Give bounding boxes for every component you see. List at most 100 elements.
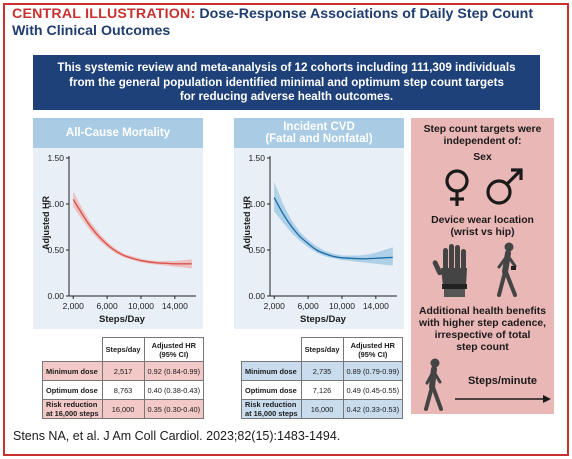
mortality-panel-title: All-Cause Mortality [33,118,203,148]
row-hr: 0.40 (0.38-0.43) [143,380,205,400]
benefit-heading: Additional health benefits with higher s… [411,306,554,354]
row-steps: 7,126 [300,380,344,400]
y-tick-label: 0.00 [248,291,265,301]
y-tick-label: 0.50 [47,245,64,255]
cvd-panel-title: Incident CVD (Fatal and Nonfatal) [234,118,404,148]
citation: Stens NA, et al. J Am Coll Cardiol. 2023… [13,429,341,443]
x-tick-label: 6,000 [96,301,118,311]
device-icons [432,242,517,297]
row-label-line2: at 16,000 steps [245,409,298,418]
cvd-chart: 0.00 0.50 1.00 1.50 2,000 6,000 10,000 14,000 [248,153,397,311]
y-tick-label: 1.00 [248,199,265,209]
title-rest: Dose-Response Associations of Daily Step… [195,6,534,22]
row-label: Minimum dose [42,361,103,381]
device-line2: (wrist vs hip) [450,227,515,238]
y-tick-label: 0.00 [47,291,64,301]
table-row: Risk reduction at 16,000 steps 16,000 0.4… [241,399,404,419]
y-tick-label: 1.50 [248,153,265,163]
row-hr: 0.89 (0.79-0.99) [342,361,404,381]
cvd-title-line1: Incident CVD [283,121,355,133]
walking-person-icon [424,358,443,411]
row-steps: 16,000 [101,399,145,419]
heading-line2: independent of: [443,136,522,147]
row-hr: 0.35 (0.30-0.40) [143,399,205,419]
x-tick-label: 2,000 [63,301,85,311]
cadence-label: Steps/minute [467,375,538,387]
y-tick-label: 0.50 [248,245,265,255]
sex-label: Sex [473,152,492,163]
female-symbol-icon [445,169,469,206]
benefit-line2: with higher step cadence, [418,318,547,329]
arrow-right-icon [455,395,551,403]
mortality-title-text: All-Cause Mortality [65,127,171,139]
row-label-line1: Risk reduction [46,400,98,409]
confidence-band [73,191,192,269]
mortality-ylabel: Adjusted HR [41,196,51,250]
row-label: Minimum dose [241,361,302,381]
walking-person-icon [497,242,517,297]
table-row: Optimum dose 8,763 0.40 (0.38-0.43) [42,380,205,400]
independence-heading: Step count targets were independent of: [411,124,554,148]
dose-response-line [72,199,192,265]
row-steps: 2,735 [300,361,344,381]
row-hr: 0.42 (0.33-0.53) [342,399,404,419]
confidence-band [274,181,393,266]
title-lead: CENTRAL ILLUSTRATION: [12,6,196,22]
benefit-line3: irrespective of total [434,330,531,341]
row-label: Optimum dose [42,380,103,400]
mortality-xlabel: Steps/Day [99,314,145,325]
hand-icon [432,244,467,297]
cvd-xlabel: Steps/Day [300,314,346,325]
benefit-line4: step count [456,342,509,353]
x-tick-label: 10,000 [329,301,355,311]
y-tick-label: 1.50 [47,153,64,163]
table-header-hr: Adjusted HR (95% CI) [143,337,205,362]
device-heading: Device wear location (wrist vs hip) [411,215,554,239]
row-label: Risk reduction at 16,000 steps [42,399,103,419]
cvd-chart-panel: 0.00 0.50 1.00 1.50 2,000 6,000 10,000 14,000 A… [234,148,404,329]
banner-line1: This systemic review and meta-analysis o… [57,61,516,74]
row-steps: 16,000 [300,399,344,419]
row-hr: 0.92 (0.84-0.99) [143,361,205,381]
table-header-hr: Adjusted HR (95% CI) [342,337,404,362]
x-tick-label: 10,000 [128,301,154,311]
cadence-graphic [424,358,551,411]
benefit-line1: Additional health benefits [418,306,546,317]
table-row: Optimum dose 7,126 0.49 (0.45-0.55) [241,380,404,400]
heading-line1: Step count targets were [423,124,542,135]
x-tick-label: 2,000 [264,301,286,311]
table-header-steps: Steps/day [300,337,344,362]
row-label-line2: at 16,000 steps [46,409,99,418]
x-tick-label: 6,000 [297,301,319,311]
sex-icons [445,168,523,206]
row-steps: 8,763 [101,380,145,400]
row-label-line1: Risk reduction [245,400,297,409]
table-row: Minimum dose 2,735 0.89 (0.79-0.99) [241,361,404,381]
banner-line2: from the general population identified m… [69,75,504,89]
row-steps: 2,517 [101,361,145,381]
mortality-chart: 0.00 0.50 1.00 1.50 2,000 6,000 10,000 14,000 [47,153,196,311]
summary-banner: This systemic review and meta-analysis o… [33,55,540,110]
title-line2: With Clinical Outcomes [12,23,171,39]
mortality-table: Steps/day Adjusted HR (95% CI) Minimum d… [42,337,205,419]
table-corner [242,338,302,362]
table-header-steps: Steps/day [101,337,145,362]
x-tick-label: 14,000 [363,301,389,311]
table-row: Risk reduction at 16,000 steps 16,000 0.3… [42,399,205,419]
cvd-table: Steps/day Adjusted HR (95% CI) Minimum d… [241,337,404,419]
table-corner [43,338,103,362]
row-label: Optimum dose [241,380,302,400]
mortality-chart-panel: 0.00 0.50 1.00 1.50 2,000 6,000 10,000 14,000 A… [33,148,203,329]
row-label: Risk reduction at 16,000 steps [241,399,302,419]
x-tick-label: 14,000 [162,301,188,311]
y-tick-label: 1.00 [47,199,64,209]
independence-panel: Step count targets were independent of: … [411,118,554,414]
male-symbol-icon [486,168,523,205]
banner-line3: for reducing adverse health outcomes. [179,90,394,103]
dose-response-line [273,197,393,260]
cvd-ylabel: Adjusted HR [242,196,252,250]
table-row: Minimum dose 2,517 0.92 (0.84-0.99) [42,361,205,381]
page-title: CENTRAL ILLUSTRATION: Dose-Response Asso… [12,6,562,40]
cvd-title-line2: (Fatal and Nonfatal) [265,133,373,145]
device-line1: Device wear location [431,215,534,226]
